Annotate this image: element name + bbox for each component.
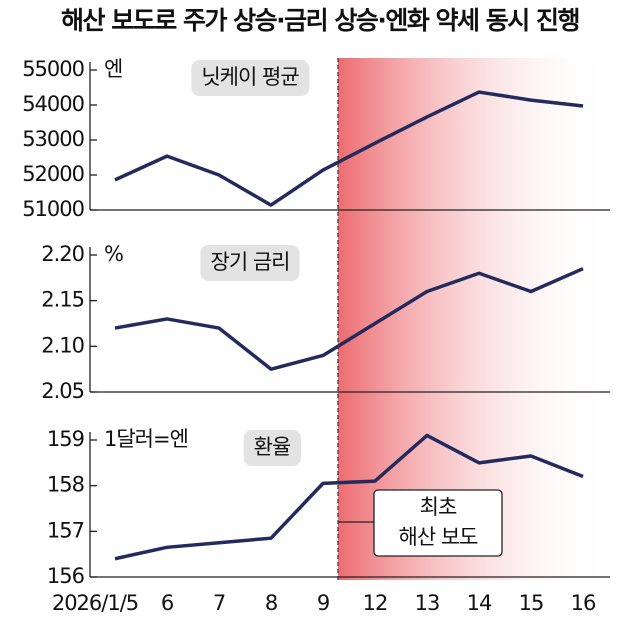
panel-name-box: [243, 430, 301, 466]
x-tick-label: 2026/1/5: [52, 591, 138, 615]
line-series: [114, 433, 584, 561]
y-tick-label: 159: [47, 427, 84, 451]
x-tick-label: 6: [161, 591, 174, 615]
panel-name-text: 닛케이 평균: [201, 65, 299, 89]
chart-title: 해산 보도로 주가 상승·금리 상승·엔화 약세 동시 진행: [61, 6, 579, 35]
panel-name: 환율: [243, 430, 301, 466]
y-tick-label: 55000: [22, 57, 84, 81]
x-tick-label: 12: [363, 591, 388, 615]
y-tick-label: 156: [47, 564, 85, 588]
panel-name-box: [200, 245, 300, 281]
line-series: [114, 267, 584, 371]
annotation-text: 최초: [420, 495, 457, 519]
panel-name-box: [191, 60, 310, 96]
y-tick-label: 2.05: [41, 379, 84, 403]
y-tick-label: 2.15: [41, 288, 84, 312]
x-tick-label: 8: [265, 591, 277, 615]
panel-name: 닛케이 평균: [191, 60, 310, 96]
unit-label: 1달러=엔: [104, 427, 188, 451]
y-tick-label: 158: [47, 473, 84, 497]
unit-label: %: [104, 242, 123, 266]
y-tick-label: 2.20: [41, 242, 84, 266]
x-tick-label: 16: [571, 591, 596, 615]
y-tick-label: 157: [47, 518, 84, 542]
line-series: [114, 90, 584, 207]
x-tick-label: 15: [519, 591, 544, 615]
y-tick-label: 54000: [22, 92, 84, 116]
panel-name-text: 환율: [254, 435, 291, 459]
panel-name-text: 장기 금리: [211, 250, 290, 274]
annotation-text: 해산 보도: [399, 525, 479, 549]
x-tick-label: 7: [213, 591, 225, 615]
x-tick-label: 14: [467, 591, 492, 615]
y-tick-label: 2.10: [41, 333, 84, 357]
unit-label: 엔: [104, 57, 122, 81]
annotation-box: [373, 489, 503, 557]
x-tick-label: 9: [317, 591, 329, 615]
panel-name: 장기 금리: [200, 245, 300, 281]
y-tick-label: 51000: [22, 197, 84, 221]
x-tick-label: 13: [415, 591, 440, 615]
y-tick-label: 52000: [22, 162, 84, 186]
y-tick-label: 53000: [22, 127, 84, 151]
